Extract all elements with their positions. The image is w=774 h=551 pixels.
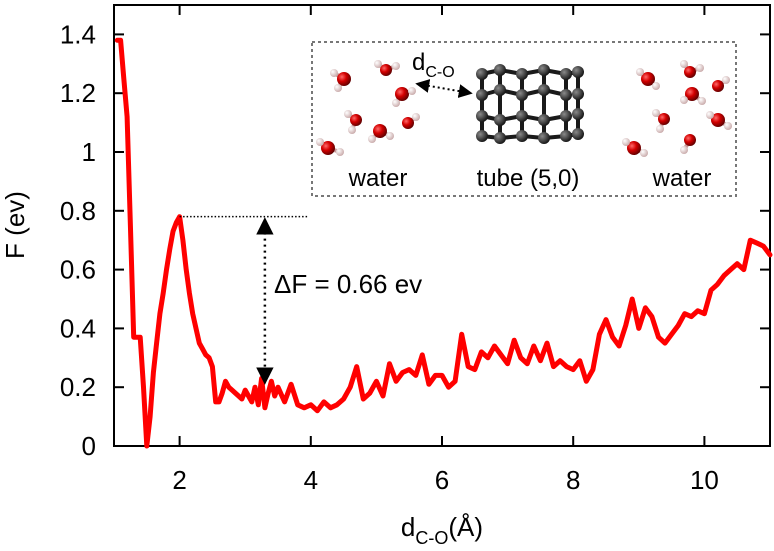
axis-ticks [114,5,770,447]
inset-center-label: tube (5,0) [477,165,580,192]
axis-tick-labels: 2 4 6 8 10 0 0.2 0.4 0.6 0.8 1 1.2 1.4 [60,19,719,495]
x-tick-label: 10 [690,465,719,495]
barrier-label: ΔF = 0.66 ev [274,269,422,299]
x-tick-label: 4 [304,465,318,495]
y-tick-label: 0.4 [60,313,96,343]
x-tick-label: 8 [566,465,580,495]
y-tick-label: 0.8 [60,196,96,226]
right-water-molecules [622,60,732,157]
y-tick-label: 1 [82,137,96,167]
nanotube-atoms [476,64,584,144]
y-axis-label: F (ev) [0,191,30,259]
y-tick-label: 1.4 [60,19,96,49]
x-tick-label: 6 [435,465,449,495]
inset-illustration: dC-O [311,41,737,197]
x-axis-label: dC-O(Å) [401,512,483,548]
left-water-molecules [316,60,420,156]
y-tick-label: 0 [82,431,96,461]
inset-distance-label: dC-O [412,49,455,81]
y-tick-label: 0.6 [60,255,96,285]
inset-right-label: water [652,165,712,192]
x-tick-label: 2 [172,465,186,495]
y-tick-label: 0.2 [60,372,96,402]
inset-left-label: water [348,165,408,192]
free-energy-line [114,37,773,449]
y-tick-label: 1.2 [60,78,96,108]
inset-distance-arrow [415,79,473,98]
